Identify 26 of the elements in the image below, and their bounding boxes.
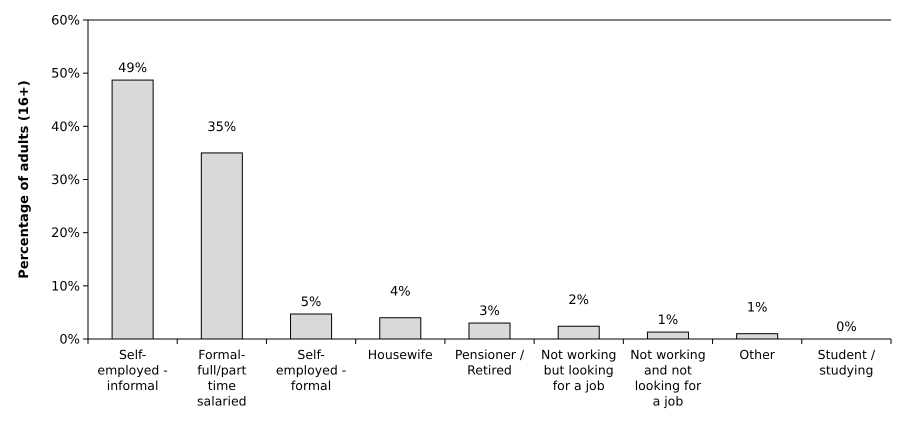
data-label: 1%	[658, 313, 678, 328]
y-tick-label: 0%	[59, 332, 80, 348]
x-tick-label: Housewife	[368, 347, 434, 362]
y-tick-label: 30%	[51, 173, 80, 188]
x-tick-label: Self-employed - informal	[97, 347, 168, 393]
y-tick-label: 20%	[51, 226, 80, 242]
x-tick-label: Formal-full/part time salaried	[197, 347, 247, 408]
data-label: 3%	[479, 304, 500, 320]
y-tick-label: 60%	[51, 14, 80, 29]
data-label: 35%	[207, 120, 236, 135]
data-label: 49%	[118, 61, 148, 76]
x-tick-label: Not working but looking for a job	[540, 347, 616, 393]
data-label: 5%	[300, 295, 322, 310]
y-tick-label: 50%	[51, 66, 80, 82]
x-tick-label: Student / studying	[818, 347, 876, 378]
x-tick-label: Pensioner / Retired	[454, 347, 525, 378]
data-label: 0%	[836, 320, 857, 335]
y-tick-label: 40%	[51, 120, 80, 135]
y-tick-label: 10%	[51, 279, 80, 294]
y-axis-title: Percentage of adults (16+)	[17, 80, 32, 279]
data-label: 1%	[746, 300, 768, 316]
x-tick-label: Other	[739, 347, 776, 362]
x-tick-label: Self-employed - formal	[276, 347, 346, 393]
data-label: 2%	[568, 293, 590, 308]
data-label: 4%	[390, 284, 411, 300]
x-tick-label: Not working and not looking for a job	[630, 347, 706, 408]
